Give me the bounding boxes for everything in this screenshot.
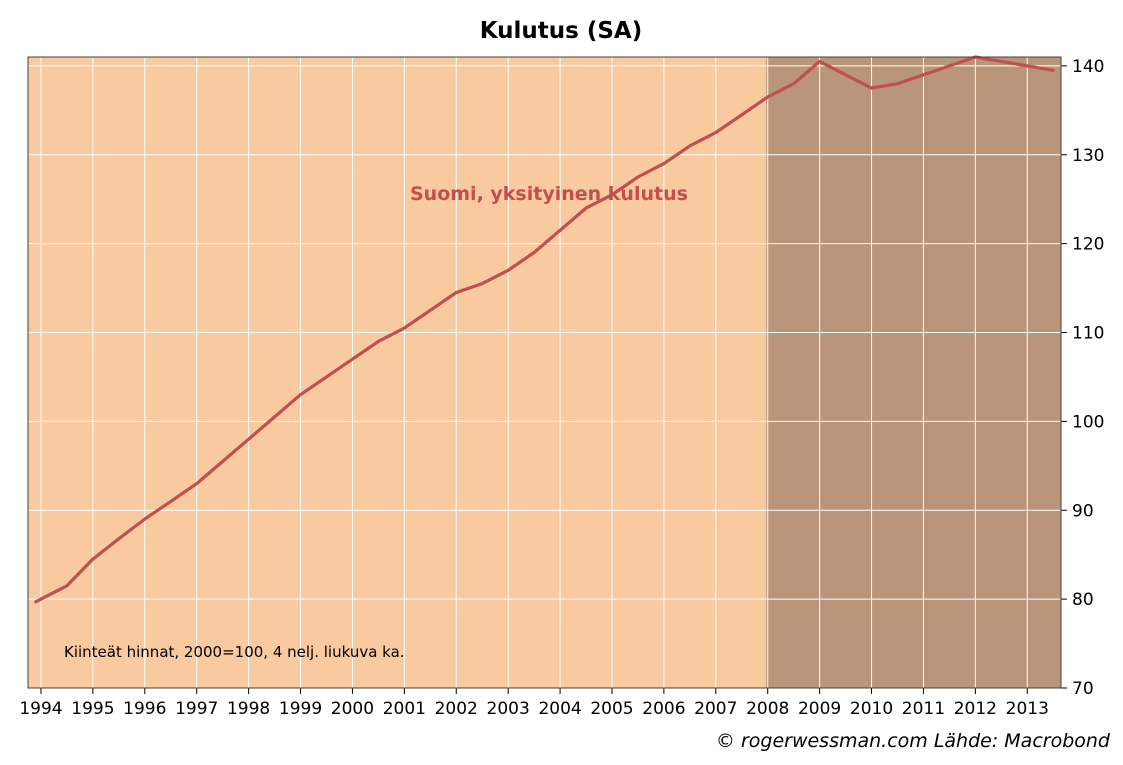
x-tick-label: 2007 <box>694 699 737 719</box>
y-tick-label: 70 <box>1072 679 1094 699</box>
y-tick-label: 140 <box>1072 57 1104 77</box>
plot-area: 1994 1995 1996 1997 1998 1999 2000 2001 2002 2003… <box>19 55 1104 719</box>
x-tick-label: 2013 <box>1006 699 1049 719</box>
x-tick-label: 1998 <box>227 699 270 719</box>
x-tick-label: 2008 <box>746 699 789 719</box>
x-tick-label: 2009 <box>798 699 841 719</box>
series-label-1: Suomi, yksityinen kulutus <box>410 183 688 205</box>
y-tick-label: 110 <box>1072 324 1104 344</box>
x-tick-label: 1997 <box>175 699 218 719</box>
shaded-region <box>766 57 1061 688</box>
series-line-1 <box>34 55 1055 604</box>
x-tick-label: 1999 <box>279 699 322 719</box>
y-tick-label: 120 <box>1072 235 1104 255</box>
x-tick-label: 2006 <box>642 699 685 719</box>
x-tick-label: 2000 <box>331 699 374 719</box>
source-credit: © rogerwessman.com Lähde: Macrobond <box>716 730 1111 752</box>
y-tick-label: 90 <box>1072 501 1094 521</box>
x-tick-label: 2001 <box>383 699 426 719</box>
x-tick-label: 2005 <box>590 699 633 719</box>
y-tick-label: 100 <box>1072 412 1104 432</box>
y-tick-label: 130 <box>1072 146 1104 166</box>
x-tick-label: 2002 <box>435 699 478 719</box>
x-tick-label: 2004 <box>538 699 581 719</box>
x-tick-label: 2012 <box>954 699 997 719</box>
chart-note: Kiinteät hinnat, 2000=100, 4 nelj. liuku… <box>64 643 405 661</box>
x-tick-label: 2010 <box>850 699 893 719</box>
y-tick-label: 80 <box>1072 590 1094 610</box>
chart-title: Kulutus (SA) <box>480 18 643 44</box>
x-tick-label: 2003 <box>487 699 530 719</box>
x-tick-label: 1994 <box>19 699 62 719</box>
x-tick-label: 1996 <box>123 699 166 719</box>
x-tick-label: 2011 <box>902 699 945 719</box>
x-tick-label: 1995 <box>71 699 114 719</box>
plot-border <box>27 56 1062 689</box>
